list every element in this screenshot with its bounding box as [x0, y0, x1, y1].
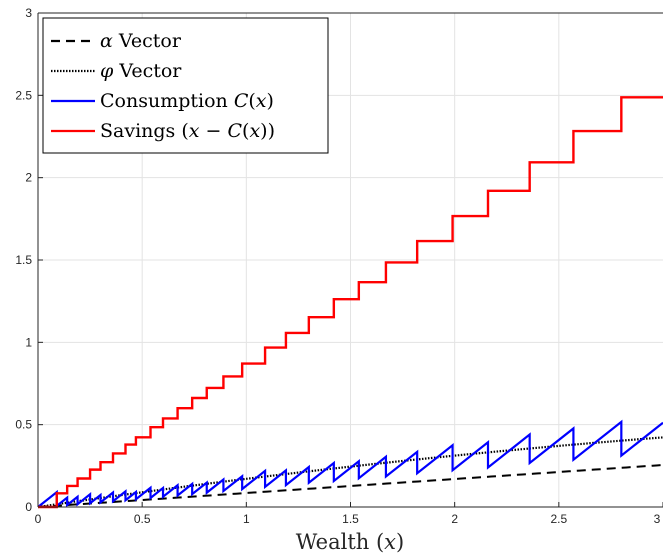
x-ticks: 0 0.5 1 1.5 2 2.5 3: [35, 502, 663, 526]
legend-phi-vector: φ Vector: [51, 60, 182, 82]
y-tick-label: 1.5: [15, 253, 32, 267]
y-tick-label: 2.5: [15, 88, 32, 102]
x-tick-label: 2: [451, 512, 458, 526]
x-tick-label: 2.5: [550, 512, 567, 526]
legend-label: α Vector: [100, 30, 182, 52]
legend-consumption: Consumption C(x): [51, 90, 274, 112]
grid: [38, 13, 663, 507]
legend-label: φ Vector: [100, 60, 182, 82]
y-ticks: 0 0.5 1 1.5 2 2.5 3: [15, 6, 43, 514]
legend-alpha-vector: α Vector: [51, 30, 182, 52]
series-savings: [38, 96, 663, 509]
y-tick-label: 0.5: [15, 418, 32, 432]
series-consumption: [37, 419, 663, 509]
y-tick-label: 2: [25, 171, 32, 185]
series-layer: [37, 96, 663, 509]
x-tick-label: 3: [654, 512, 661, 526]
x-axis-title: Wealth (x): [296, 530, 404, 554]
legend-label: Savings (x − C(x)): [100, 120, 275, 142]
legend-label: Consumption C(x): [100, 90, 274, 112]
x-tick-label: 1: [243, 512, 250, 526]
y-tick-label: 3: [25, 6, 32, 20]
x-tick-label: 0.5: [134, 512, 151, 526]
y-tick-label: 0: [25, 500, 32, 514]
legend: α Vector φ Vector Consumption C(x) Savings …: [42, 17, 329, 154]
y-tick-label: 1: [25, 335, 32, 349]
x-tick-label: 0: [35, 512, 42, 526]
x-tick-label: 1.5: [342, 512, 359, 526]
legend-savings: Savings (x − C(x)): [51, 120, 275, 142]
